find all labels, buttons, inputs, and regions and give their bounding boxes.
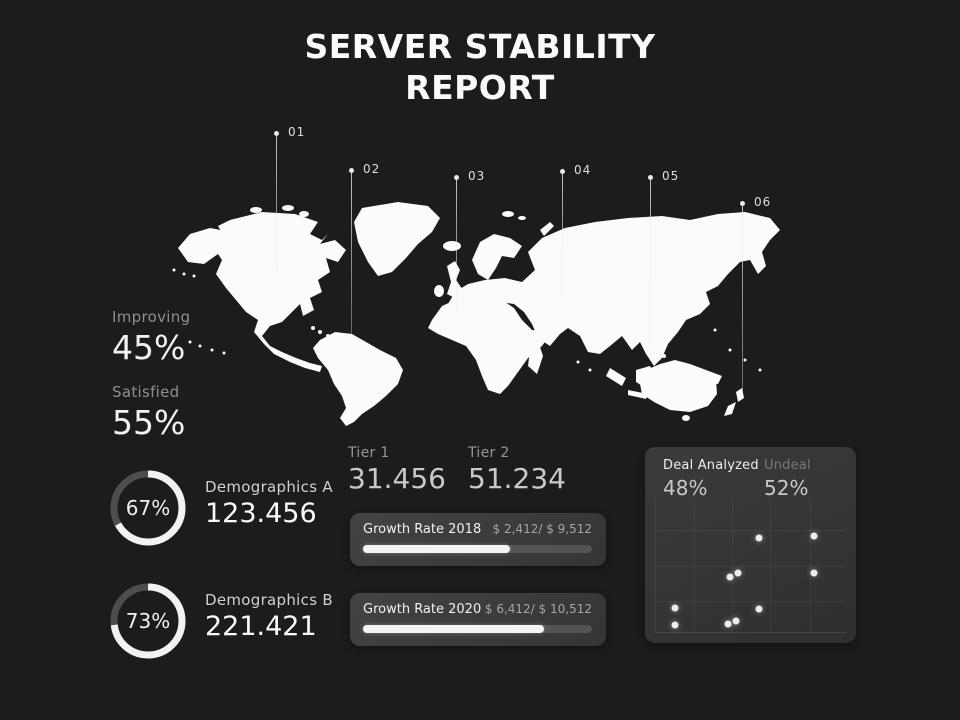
progress-bar-fill bbox=[363, 625, 544, 633]
growth-panel-header: Growth Rate 2020 $ 6,412/ $ 10,512 bbox=[350, 593, 606, 617]
pin-line bbox=[351, 170, 352, 337]
stat-value: 45% bbox=[112, 328, 186, 367]
scatter-data-point bbox=[671, 604, 679, 612]
donut-ring bbox=[110, 583, 186, 659]
pin-line bbox=[456, 177, 457, 313]
tier-1-block: Tier 1 31.456 bbox=[348, 445, 446, 495]
pin-line bbox=[742, 203, 743, 395]
pin-line bbox=[562, 171, 563, 296]
pin-line bbox=[276, 133, 277, 273]
scatter-data-point bbox=[732, 617, 740, 625]
donut-ring bbox=[110, 470, 186, 546]
scatter-gridline bbox=[809, 499, 811, 632]
tier-label: Tier 2 bbox=[468, 445, 510, 461]
undeal-label: Undeal bbox=[764, 458, 811, 473]
page-title-block: SERVER STABILITY REPORT bbox=[0, 26, 960, 109]
demographics-a-block: Demographics A 123.456 bbox=[205, 478, 333, 529]
progress-bar-track bbox=[363, 625, 592, 633]
scatter-data-point bbox=[671, 621, 679, 629]
pin-dot bbox=[454, 175, 459, 180]
scatter-data-point bbox=[724, 620, 732, 628]
scatter-data-point bbox=[755, 534, 763, 542]
scatter-plot bbox=[655, 499, 846, 633]
scatter-data-point bbox=[755, 605, 763, 613]
pin-label: 04 bbox=[574, 163, 592, 177]
progress-bar-fill bbox=[363, 545, 510, 553]
undeal-value: 52% bbox=[764, 476, 809, 500]
scatter-data-point bbox=[810, 532, 818, 540]
donut-chart-demographics-b: 73% bbox=[106, 579, 190, 663]
tier-label: Tier 1 bbox=[348, 445, 390, 461]
donut-chart-demographics-a: 67% bbox=[106, 466, 190, 550]
pin-dot bbox=[274, 131, 279, 136]
scatter-gridline bbox=[656, 529, 846, 531]
pin-label: 06 bbox=[754, 195, 772, 209]
growth-label: Growth Rate 2020 bbox=[363, 602, 482, 617]
scatter-gridline bbox=[694, 499, 695, 632]
tier-2-block: Tier 2 51.234 bbox=[468, 445, 566, 495]
demographics-label: Demographics B bbox=[205, 591, 333, 609]
donut-percent-label: 67% bbox=[125, 496, 171, 520]
scatter-gridline bbox=[732, 499, 733, 632]
donut-percent-label: 73% bbox=[125, 609, 171, 633]
world-map bbox=[172, 202, 780, 426]
growth-value: $ 6,412/ $ 10,512 bbox=[484, 602, 592, 616]
demographics-value: 123.456 bbox=[205, 498, 317, 529]
pin-label: 02 bbox=[363, 162, 381, 176]
stat-improving: Improving 45% bbox=[112, 308, 190, 367]
progress-bar-track bbox=[363, 545, 592, 553]
scatter-gridline bbox=[656, 601, 846, 603]
scatter-data-point bbox=[734, 569, 742, 577]
pin-label: 03 bbox=[468, 169, 486, 183]
growth-value: $ 2,412/ $ 9,512 bbox=[492, 522, 592, 536]
deal-analysis-panel: Deal Analyzed 48% Undeal 52% bbox=[645, 447, 856, 643]
pin-dot bbox=[349, 168, 354, 173]
pin-dot bbox=[740, 201, 745, 206]
pin-dot bbox=[560, 169, 565, 174]
deal-analyzed-label: Deal Analyzed bbox=[663, 458, 759, 473]
growth-rate-2018-panel: Growth Rate 2018 $ 2,412/ $ 9,512 bbox=[350, 513, 606, 566]
growth-panel-header: Growth Rate 2018 $ 2,412/ $ 9,512 bbox=[350, 513, 606, 537]
pin-dot bbox=[648, 175, 653, 180]
scatter-data-point bbox=[726, 573, 734, 581]
scatter-data-point bbox=[810, 569, 818, 577]
deal-analyzed-block: Deal Analyzed 48% bbox=[663, 458, 759, 500]
growth-rate-2020-panel: Growth Rate 2020 $ 6,412/ $ 10,512 bbox=[350, 593, 606, 646]
stat-satisfied: Satisfied 55% bbox=[112, 383, 185, 442]
pin-label: 05 bbox=[662, 169, 680, 183]
pin-line bbox=[650, 177, 651, 347]
deal-analyzed-value: 48% bbox=[663, 476, 708, 500]
tier-value: 51.234 bbox=[468, 462, 566, 495]
pin-label: 01 bbox=[288, 125, 306, 139]
stat-value: 55% bbox=[112, 403, 186, 442]
scatter-gridline bbox=[770, 499, 771, 632]
stat-label: Satisfied bbox=[112, 383, 180, 401]
undeal-block: Undeal 52% bbox=[764, 458, 811, 500]
demographics-b-block: Demographics B 221.421 bbox=[205, 591, 333, 642]
demographics-label: Demographics A bbox=[205, 478, 333, 496]
tier-value: 31.456 bbox=[348, 462, 446, 495]
page-title: SERVER STABILITY REPORT bbox=[304, 27, 656, 108]
stat-label: Improving bbox=[112, 308, 191, 326]
scatter-gridline bbox=[656, 565, 846, 567]
growth-label: Growth Rate 2018 bbox=[363, 522, 482, 537]
demographics-value: 221.421 bbox=[205, 611, 317, 642]
